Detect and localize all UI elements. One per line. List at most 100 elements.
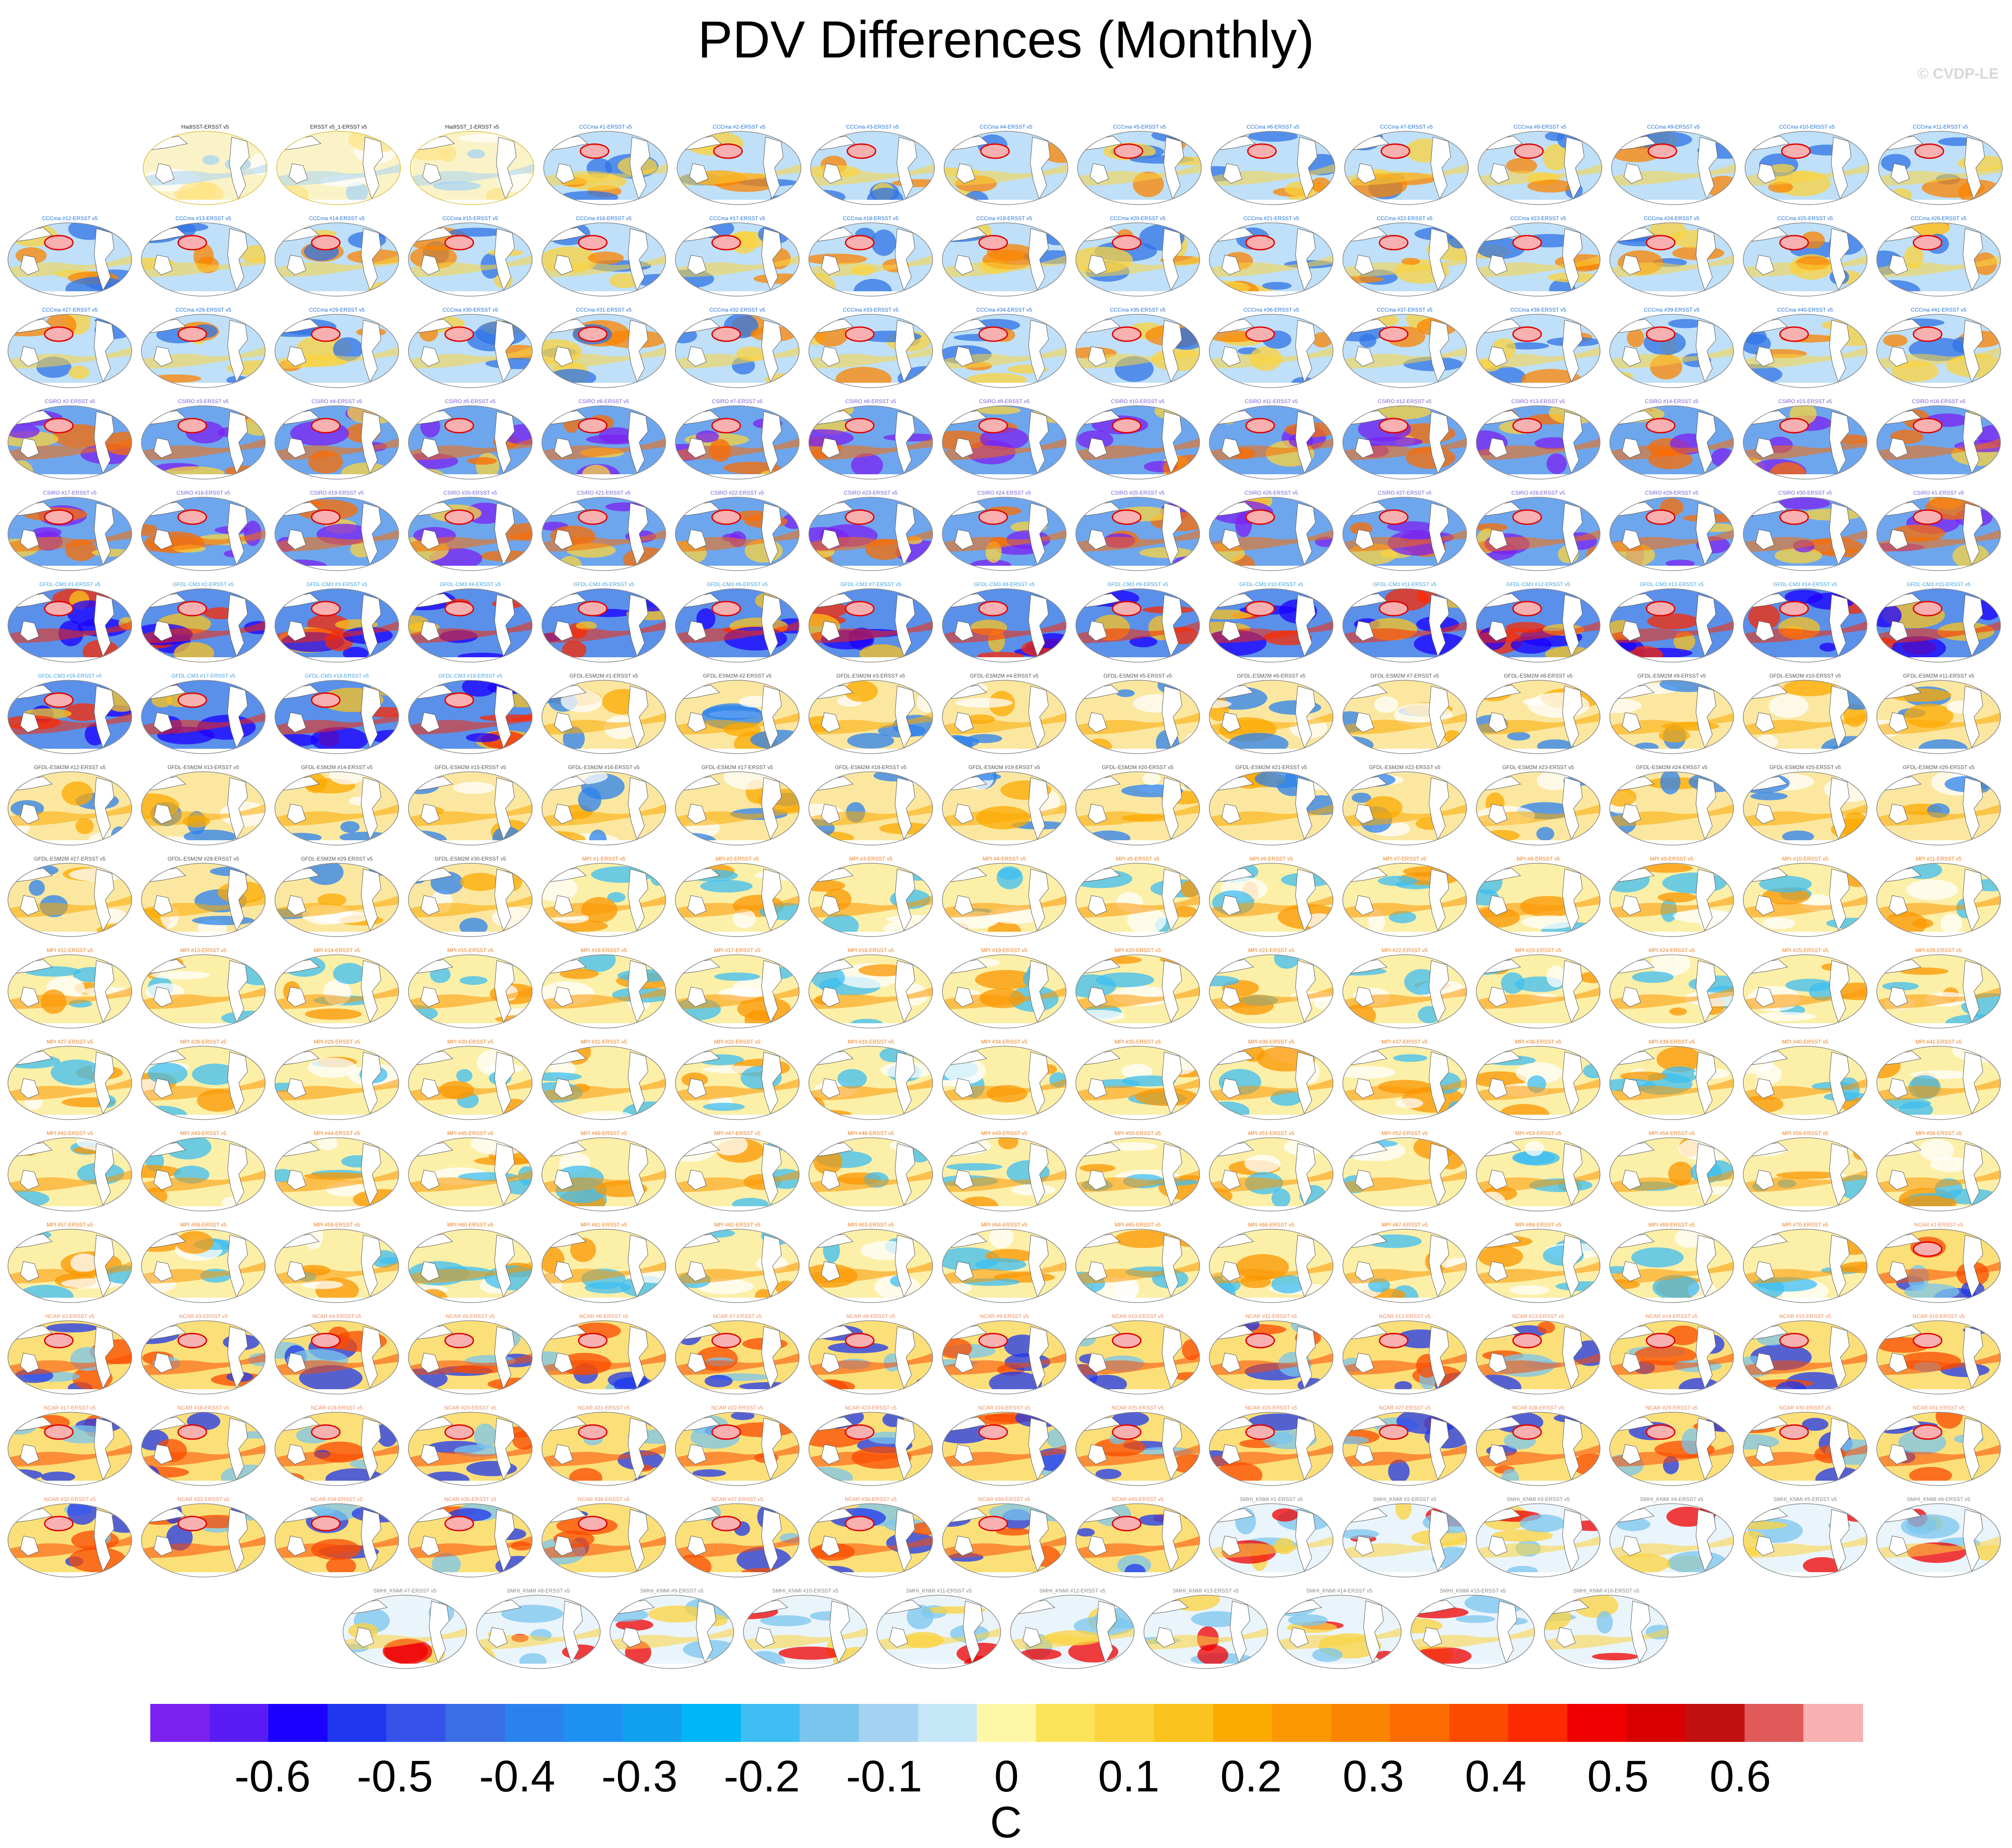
map-panel: NCAR #4-ERSST v5 <box>274 1313 399 1395</box>
map-outline <box>675 1229 800 1303</box>
map-outline <box>141 588 266 663</box>
map-outline <box>274 497 399 571</box>
panel-label: SMHI_KNMI #11-ERSST v5 <box>906 1588 972 1594</box>
map-field <box>542 497 666 571</box>
map-panel: GFDL-CM3 #6-ERSST v5 <box>675 581 800 663</box>
panel-label: CSIRO #18-ERSST v5 <box>176 490 230 496</box>
map-panel: SMHI_KNMI #15-ERSST v5 <box>1410 1588 1535 1669</box>
map-field <box>542 1138 666 1211</box>
map-outline <box>1209 1229 1334 1303</box>
map-outline <box>1410 1595 1535 1669</box>
panel-label: MPI #52-ERSST v5 <box>1382 1130 1428 1136</box>
map-outline <box>808 680 933 754</box>
map-outline <box>8 1503 132 1577</box>
panel-label: CCCma #28-ERSST v5 <box>175 307 231 313</box>
map-outline <box>408 314 533 388</box>
panel-label: MPI #42-ERSST v5 <box>47 1130 93 1136</box>
map-outline <box>8 222 132 297</box>
panel-label: NCAR #27-ERSST v5 <box>1379 1405 1430 1411</box>
map-panel: MPI #29-ERSST v5 <box>274 1039 399 1120</box>
panel-label: GFDL-CM3 #9-ERSST v5 <box>1107 581 1168 587</box>
panel-label: MPI #18-ERSST v5 <box>848 947 894 953</box>
map-outline <box>1075 1229 1200 1303</box>
map-outline <box>808 405 933 480</box>
map-outline <box>675 954 800 1029</box>
map-outline <box>1609 680 1734 754</box>
panel-label: NCAR #37-ERSST v5 <box>711 1496 763 1502</box>
panel-label: MPI #4-ERSST v5 <box>983 856 1026 862</box>
map-field <box>942 1046 1066 1120</box>
map-panel: CSIRO #30-ERSST v5 <box>1743 490 1867 571</box>
map-panel: CCCma #32-ERSST v5 <box>675 307 800 388</box>
map-panel: NCAR #27-ERSST v5 <box>1342 1405 1467 1486</box>
colorbar-level <box>1331 1704 1391 1742</box>
map-panel: NCAR #1-ERSST v5 <box>1876 1222 2001 1303</box>
panel-label: SMHI_KNMI #9-ERSST v5 <box>640 1588 703 1594</box>
map-panel: NCAR #25-ERSST v5 <box>1075 1405 1200 1486</box>
map-outline <box>675 1137 800 1212</box>
panel-label: NCAR #36-ERSST v5 <box>578 1496 629 1502</box>
panel-label: NCAR #10-ERSST v5 <box>1112 1313 1163 1319</box>
map-field <box>275 1412 399 1486</box>
map-field <box>1209 223 1333 296</box>
map-panel: CCCma #6-ERSST v5 <box>1211 124 1335 205</box>
panel-label: MPI #9-ERSST v5 <box>1650 856 1693 862</box>
panel-label: MPI #47-ERSST v5 <box>714 1130 761 1136</box>
map-panel: NCAR #19-ERSST v5 <box>274 1405 399 1486</box>
panel-label: CCCma #35-ERSST v5 <box>1110 307 1166 313</box>
map-field <box>8 1229 132 1303</box>
map-field <box>944 131 1068 205</box>
map-outline <box>1476 771 1600 846</box>
map-field <box>1209 314 1333 388</box>
map-field <box>408 1046 532 1120</box>
colorbar-level <box>386 1704 446 1742</box>
map-field <box>8 406 132 479</box>
map-field <box>1877 1229 2001 1303</box>
map-panel: MPI #62-ERSST v5 <box>675 1222 800 1303</box>
map-outline <box>1611 131 1736 205</box>
map-panel: MPI #42-ERSST v5 <box>8 1130 132 1212</box>
panel-label: MPI #15-ERSST v5 <box>447 947 494 953</box>
map-outline <box>942 1412 1067 1486</box>
panel-label: SMHI_KNMI #2-ERSST v5 <box>1373 1496 1436 1502</box>
map-field <box>1610 1321 1734 1394</box>
map-panel: CSIRO #9-ERSST v5 <box>942 398 1067 480</box>
panel-label: MPI #64-ERSST v5 <box>981 1222 1028 1228</box>
map-panel: MPI #47-ERSST v5 <box>675 1130 800 1212</box>
panel-label: CSIRO #13-ERSST v5 <box>1511 398 1565 404</box>
panel-label: CCCma #18-ERSST v5 <box>843 215 899 221</box>
map-field <box>1078 131 1201 205</box>
map-panel: CCCma #18-ERSST v5 <box>808 215 933 297</box>
map-panel: MPI #50-ERSST v5 <box>1075 1130 1200 1212</box>
map-outline <box>541 405 666 480</box>
map-outline <box>942 863 1067 937</box>
map-outline <box>1476 222 1600 297</box>
map-field <box>1877 1321 2001 1394</box>
map-outline <box>274 1412 399 1486</box>
map-panel: MPI #26-ERSST v5 <box>1876 947 2001 1029</box>
map-field <box>942 314 1066 388</box>
map-panel: NCAR #17-ERSST v5 <box>8 1405 132 1486</box>
map-field <box>1743 863 1867 937</box>
panel-label: NCAR #28-ERSST v5 <box>1512 1405 1564 1411</box>
map-field <box>675 406 799 479</box>
panel-label: HadISST_1-ERSST v5 <box>445 124 499 130</box>
map-field <box>809 1046 933 1120</box>
map-panel: MPI #5-ERSST v5 <box>1075 856 1200 937</box>
map-panel: SMHI_KNMI #1-ERSST v5 <box>1209 1496 1334 1577</box>
panel-label: MPI #32-ERSST v5 <box>714 1039 761 1045</box>
map-field <box>1209 680 1333 754</box>
map-panel: SMHI_KNMI #4-ERSST v5 <box>1609 1496 1734 1577</box>
map-outline <box>1342 588 1467 663</box>
map-field <box>1343 1229 1467 1303</box>
panel-label: MPI #19-ERSST v5 <box>981 947 1028 953</box>
map-panel: CCCma #17-ERSST v5 <box>675 215 800 297</box>
panel-label: GFDL-CM3 #2-ERSST v5 <box>173 581 234 587</box>
colorbar-level <box>682 1704 741 1742</box>
panel-label: CSIRO #2-ERSST v5 <box>45 398 95 404</box>
panel-label: SMHI_KNMI #5-ERSST v5 <box>1773 1496 1837 1502</box>
map-outline <box>274 771 399 846</box>
map-field <box>1877 1138 2001 1211</box>
colorbar-level <box>445 1704 505 1742</box>
map-field <box>1877 223 2001 296</box>
